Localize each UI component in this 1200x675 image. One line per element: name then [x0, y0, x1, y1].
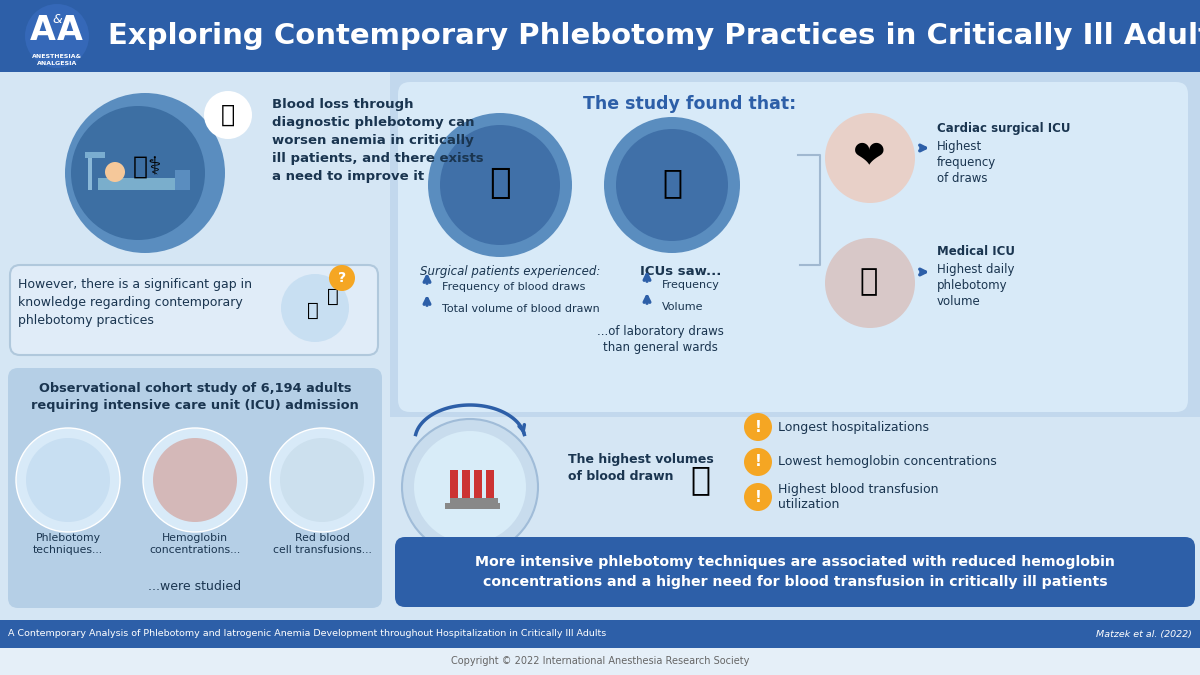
Text: 🏥: 🏥 — [662, 167, 682, 200]
Circle shape — [329, 265, 355, 291]
Text: Volume: Volume — [662, 302, 703, 312]
Text: !: ! — [755, 419, 762, 435]
FancyBboxPatch shape — [826, 225, 1180, 340]
Circle shape — [270, 428, 374, 532]
Text: Lowest hemoglobin concentrations: Lowest hemoglobin concentrations — [778, 456, 997, 468]
Text: Surgical patients experienced:: Surgical patients experienced: — [420, 265, 600, 278]
Text: Copyright © 2022 International Anesthesia Research Society: Copyright © 2022 International Anesthesi… — [451, 656, 749, 666]
Text: Frequency: Frequency — [662, 280, 720, 290]
Circle shape — [65, 93, 226, 253]
Circle shape — [25, 4, 89, 68]
Text: !: ! — [755, 489, 762, 504]
Bar — [98, 178, 178, 190]
Circle shape — [826, 113, 916, 203]
Circle shape — [71, 106, 205, 240]
Circle shape — [204, 91, 252, 139]
Text: Longest hospitalizations: Longest hospitalizations — [778, 421, 929, 433]
Text: Red blood
cell transfusions...: Red blood cell transfusions... — [272, 533, 372, 556]
Text: ICUs saw...: ICUs saw... — [640, 265, 721, 278]
Text: Exploring Contemporary Phlebotomy Practices in Critically Ill Adults: Exploring Contemporary Phlebotomy Practi… — [108, 22, 1200, 50]
Text: A: A — [30, 14, 56, 47]
Text: 🩸: 🩸 — [221, 103, 235, 127]
Text: Total volume of blood drawn: Total volume of blood drawn — [442, 304, 600, 314]
Bar — [175, 170, 190, 190]
Text: 🏥: 🏥 — [490, 166, 511, 200]
Circle shape — [744, 483, 772, 511]
Bar — [462, 470, 470, 500]
Text: 📚: 📚 — [307, 300, 319, 319]
Text: !: ! — [755, 454, 762, 470]
Circle shape — [440, 125, 560, 245]
Text: 💉: 💉 — [860, 267, 878, 296]
Text: ...of laboratory draws
than general wards: ...of laboratory draws than general ward… — [596, 325, 724, 354]
Circle shape — [26, 438, 110, 522]
Bar — [445, 503, 500, 509]
Bar — [0, 648, 1200, 675]
Circle shape — [16, 428, 120, 532]
Bar — [390, 72, 1200, 417]
Text: Matzek et al. (2022): Matzek et al. (2022) — [1096, 630, 1192, 639]
Circle shape — [154, 438, 238, 522]
FancyBboxPatch shape — [826, 100, 1180, 215]
Text: 🔗: 🔗 — [690, 464, 710, 497]
Circle shape — [281, 274, 349, 342]
Text: &: & — [52, 13, 62, 26]
Text: Highest blood transfusion
utilization: Highest blood transfusion utilization — [778, 483, 938, 511]
Circle shape — [428, 113, 572, 257]
Text: However, there is a significant gap in
knowledge regarding contemporary
phleboto: However, there is a significant gap in k… — [18, 278, 252, 327]
Circle shape — [616, 129, 728, 241]
Bar — [85, 152, 106, 158]
Bar — [450, 470, 458, 500]
Bar — [88, 155, 92, 190]
Text: Phlebotomy
techniques...: Phlebotomy techniques... — [32, 533, 103, 556]
Circle shape — [744, 413, 772, 441]
Circle shape — [414, 431, 526, 543]
Bar — [450, 498, 462, 503]
Text: More intensive phlebotomy techniques are associated with reduced hemoglobin
conc: More intensive phlebotomy techniques are… — [475, 556, 1115, 589]
Text: Hemoglobin
concentrations...: Hemoglobin concentrations... — [149, 533, 241, 556]
Text: Observational cohort study of 6,194 adults
requiring intensive care unit (ICU) a: Observational cohort study of 6,194 adul… — [31, 382, 359, 412]
Text: ANESTHESIA&: ANESTHESIA& — [32, 54, 82, 59]
Text: ...were studied: ...were studied — [149, 580, 241, 593]
Circle shape — [604, 117, 740, 253]
Text: 🔍: 🔍 — [328, 286, 338, 306]
Text: Frequency of blood draws: Frequency of blood draws — [442, 282, 586, 292]
Text: Medical ICU: Medical ICU — [937, 245, 1015, 258]
Text: Highest daily
phlebotomy
volume: Highest daily phlebotomy volume — [937, 263, 1014, 308]
FancyBboxPatch shape — [398, 82, 1188, 412]
Circle shape — [402, 419, 538, 555]
Circle shape — [280, 438, 364, 522]
Bar — [462, 498, 474, 503]
Text: The study found that:: The study found that: — [583, 95, 797, 113]
Text: ANALGESIA: ANALGESIA — [37, 61, 77, 66]
Bar — [486, 470, 494, 500]
Text: The highest volumes
of blood drawn: The highest volumes of blood drawn — [568, 453, 714, 483]
Bar — [0, 620, 1200, 648]
Bar — [0, 0, 1200, 72]
Text: 👨‍⚕️: 👨‍⚕️ — [133, 156, 161, 180]
Text: ?: ? — [338, 271, 346, 285]
Text: Cardiac surgical ICU: Cardiac surgical ICU — [937, 122, 1070, 135]
Bar — [486, 498, 498, 503]
Bar — [390, 417, 1200, 622]
Text: Highest
frequency
of draws: Highest frequency of draws — [937, 140, 996, 185]
Circle shape — [826, 238, 916, 328]
Text: A Contemporary Analysis of Phlebotomy and Iatrogenic Anemia Development througho: A Contemporary Analysis of Phlebotomy an… — [8, 630, 606, 639]
Text: Blood loss through
diagnostic phlebotomy can
worsen anemia in critically
ill pat: Blood loss through diagnostic phlebotomy… — [272, 98, 484, 183]
Text: A: A — [58, 14, 83, 47]
FancyBboxPatch shape — [10, 265, 378, 355]
Circle shape — [143, 428, 247, 532]
Circle shape — [106, 162, 125, 182]
Circle shape — [744, 448, 772, 476]
Bar — [474, 470, 482, 500]
Bar — [474, 498, 486, 503]
Bar — [0, 72, 390, 622]
FancyBboxPatch shape — [8, 368, 382, 608]
Text: ❤️: ❤️ — [853, 138, 886, 176]
FancyBboxPatch shape — [395, 537, 1195, 607]
